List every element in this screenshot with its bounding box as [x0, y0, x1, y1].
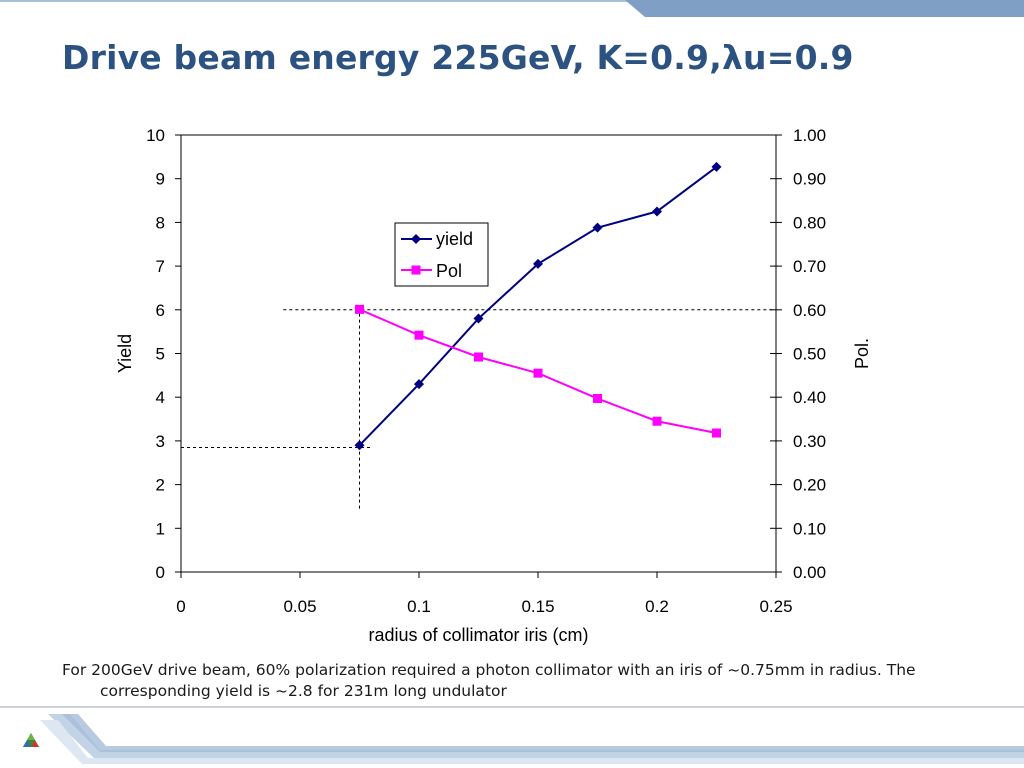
y-tick-label: 3 [156, 432, 165, 451]
data-point-yield [354, 440, 365, 451]
y2-tick-label: 0.90 [793, 170, 826, 189]
legend-marker-yield [411, 234, 421, 244]
y-axis-title: Yield [115, 334, 135, 373]
y2-tick-label: 0.80 [793, 213, 826, 232]
data-point-yield [711, 161, 722, 172]
series-layer [354, 161, 722, 451]
data-point-yield [652, 206, 662, 217]
data-point-yield [533, 258, 543, 269]
data-point-yield [592, 222, 603, 233]
chart: 0 0.05 0.1 0.15 0.2 0.25 0 1 2 3 4 5 6 7 8 9 10 0.00 0.10 0… [115, 126, 872, 645]
data-point-yield [473, 313, 484, 324]
y2-tick-label: 0.20 [793, 476, 826, 495]
y-tick-label: 10 [146, 126, 165, 145]
logo-icon [23, 733, 39, 747]
footer-swoosh-3 [40, 720, 1024, 764]
page-title: Drive beam energy 225GeV, K=0.9,λu=0.9 [62, 38, 854, 77]
data-point-pol [474, 352, 483, 362]
y2-tick-label: 0.10 [793, 519, 826, 538]
y2-tick-label: 1.00 [793, 126, 826, 145]
data-point-pol [593, 394, 602, 404]
x-tick-label: 0 [176, 597, 185, 616]
y-tick-label: 8 [156, 213, 165, 232]
y-tick-label: 2 [156, 476, 165, 495]
y2-axis-title: Pol. [852, 338, 872, 369]
y2-tick-label: 0.70 [793, 257, 826, 276]
y-tick-label: 0 [156, 563, 165, 582]
top-decorative-band [0, 0, 1024, 17]
reference-lines [181, 309, 776, 509]
axes: 0 0.05 0.1 0.15 0.2 0.25 0 1 2 3 4 5 6 7 8 9 10 0.00 0.10 0… [146, 126, 826, 616]
data-point-pol [533, 368, 543, 378]
y2-tick-label: 0.30 [793, 432, 826, 451]
footer-swoosh-2 [62, 714, 1024, 752]
y-tick-label: 1 [156, 519, 165, 538]
band-tab [625, 0, 1024, 17]
legend-label-pol: Pol [436, 261, 462, 281]
x-tick-label: 0.2 [645, 597, 669, 616]
footer-swoosh-1 [48, 714, 1024, 758]
x-axis-title: radius of collimator iris (cm) [368, 625, 588, 645]
footer-decoration [0, 706, 1024, 764]
data-point-pol [414, 330, 424, 340]
legend-marker-pol [411, 265, 421, 275]
y-tick-label: 6 [156, 301, 165, 320]
y-tick-label: 7 [156, 257, 165, 276]
legend-box [394, 222, 489, 287]
data-point-pol [712, 428, 721, 438]
x-tick-label: 0.05 [283, 597, 316, 616]
caption: For 200GeV drive beam, 60% polarization … [62, 660, 962, 702]
y-tick-label: 4 [156, 388, 165, 407]
legend-label-yield: yield [436, 229, 473, 249]
x-tick-label: 0.1 [407, 597, 431, 616]
legend: yield Pol [394, 222, 489, 287]
caption-text: For 200GeV drive beam, 60% polarization … [62, 661, 916, 700]
y2-tick-label: 0.00 [793, 563, 826, 582]
y2-tick-label: 0.40 [793, 388, 826, 407]
y2-tick-label: 0.50 [793, 345, 826, 364]
band-top-rule [0, 0, 1024, 2]
y-tick-label: 9 [156, 170, 165, 189]
data-point-yield [414, 379, 424, 390]
data-point-pol [652, 416, 662, 426]
data-point-pol [355, 304, 364, 314]
y-tick-label: 5 [156, 345, 165, 364]
y2-tick-label: 0.60 [793, 301, 826, 320]
x-tick-label: 0.25 [759, 597, 792, 616]
series-line-yield [358, 166, 718, 446]
x-tick-label: 0.15 [521, 597, 554, 616]
